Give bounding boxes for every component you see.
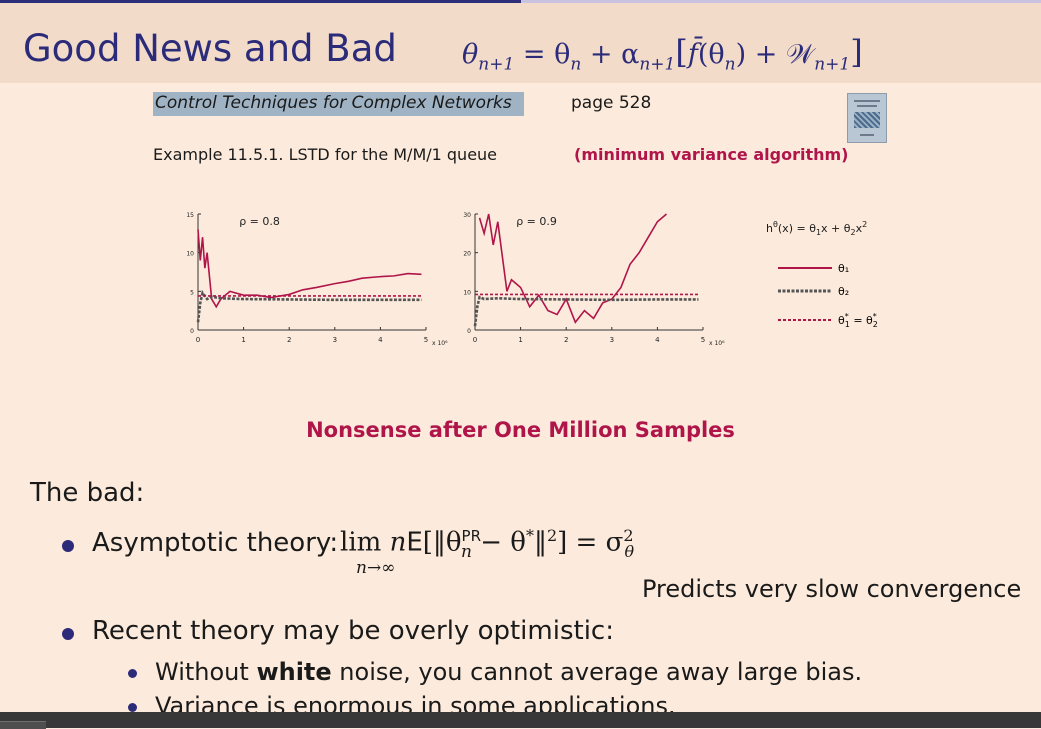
y-tick-label: 30 <box>463 212 471 219</box>
x-tick-label: 3 <box>333 336 337 344</box>
viewer-bottom-tab[interactable] <box>0 721 46 729</box>
formula-lim-under: n→∞ <box>356 558 396 578</box>
slide-title: Good News and Bad <box>23 27 397 70</box>
lstd-figure: 0 1 2 3 4 5 x 10⁶ 0 5 10 15 ρ = 0.8 0 1 2 3 4 5 x 10⁶ 0 10 2… <box>186 212 878 347</box>
legend-theta2-label: θ₂ <box>838 285 849 298</box>
x-tick-label: 5 <box>701 336 705 344</box>
white-noise-post: noise, you cannot average away large bia… <box>331 658 863 686</box>
series-line-0 <box>478 213 668 324</box>
y-tick-label: 10 <box>186 251 194 258</box>
progress-track <box>0 0 1041 3</box>
eq-bracket-close: ] <box>850 33 863 71</box>
y-tick-label: 15 <box>186 212 194 219</box>
figure-caption: Nonsense after One Million Samples <box>306 418 735 442</box>
eq-lhs: θ <box>462 39 479 70</box>
formula-minus-theta: − θ <box>471 527 526 558</box>
x-tick-label: 3 <box>610 336 614 344</box>
x-tick-label: 5 <box>424 336 428 344</box>
progress-fill <box>0 0 521 3</box>
book-cover-image <box>847 93 887 143</box>
eq-lhs-sub: n+1 <box>478 54 515 75</box>
x-tick-label: 1 <box>518 336 522 344</box>
y-tick-label: 0 <box>190 328 194 335</box>
x-tick-label: 4 <box>655 336 660 344</box>
formula-expectation: E <box>406 527 423 558</box>
series-line-1 <box>196 289 422 323</box>
formula-norm-close: ‖ <box>533 527 547 558</box>
formula-sigma-sub: θ <box>624 541 635 561</box>
eq-arg-close: ) <box>735 39 747 70</box>
sub-bullet-icon <box>128 669 137 678</box>
bullet-icon <box>62 540 74 552</box>
formula-sigma-sup: 2 <box>623 526 634 545</box>
eq-plus-alpha: + α <box>581 39 640 70</box>
asymptotic-formula: lim n→∞ nE[‖θPRn − θ*‖2] = σ2θ <box>340 526 635 578</box>
bullet-icon <box>62 628 74 640</box>
formula-pr: PR <box>461 527 482 545</box>
eq-fbar: f̄ <box>687 39 698 70</box>
formula-open: [‖θ <box>422 527 462 558</box>
legend-function: hθ(x) = θ1x + θ2x2 <box>766 220 867 237</box>
x-tick-label: 4 <box>378 336 383 344</box>
formula-star: * <box>525 526 534 545</box>
legend-theta1-label: θ₁ <box>838 262 849 275</box>
x-tick-label: 2 <box>287 336 291 344</box>
eq-equals: = θ <box>514 39 571 70</box>
eq-alpha-sub: n+1 <box>639 54 676 75</box>
chart-rho-09: 0 1 2 3 4 5 x 10⁶ 0 10 20 30 ρ = 0.9 <box>463 212 725 347</box>
eq-bracket-open: [ <box>675 33 688 71</box>
formula-n: n <box>389 527 407 558</box>
chart-title: ρ = 0.9 <box>516 215 557 228</box>
viewer-bottom-bar <box>0 712 1041 728</box>
bad-heading: The bad: <box>30 478 145 508</box>
sub-bullet-icon <box>128 703 137 712</box>
white-noise-pre: Without <box>155 658 257 686</box>
x-multiplier: x 10⁶ <box>432 340 448 347</box>
page-reference: page 528 <box>571 93 652 113</box>
x-tick-label: 0 <box>196 336 200 344</box>
header-equation: θn+1 = θn + αn+1[f̄(θn) + 𝒲n+1] <box>462 33 863 74</box>
sub-bullet-white-noise: Without white noise, you cannot average … <box>155 658 862 686</box>
slide-header: Good News and Bad θn+1 = θn + αn+1[f̄(θn… <box>0 3 1041 83</box>
eq-w-sub: n+1 <box>814 54 851 75</box>
example-note: (minimum variance algorithm) <box>574 145 849 164</box>
bullet-asymptotic-label: Asymptotic theory: <box>92 528 339 558</box>
y-tick-label: 5 <box>190 289 194 296</box>
prediction-note: Predicts very slow convergence <box>642 575 1022 603</box>
chart-rho-08: 0 1 2 3 4 5 x 10⁶ 0 5 10 15 ρ = 0.8 <box>186 212 448 347</box>
formula-square: 2 <box>546 526 558 545</box>
formula-close: ] = σ <box>557 527 624 558</box>
example-label: Example 11.5.1. LSTD for the M/M/1 queue <box>153 145 498 164</box>
eq-term-sub: n <box>570 54 582 75</box>
book-title: Control Techniques for Complex Networks <box>153 92 524 116</box>
formula-n-sub: n <box>461 541 472 562</box>
x-tick-label: 2 <box>564 336 568 344</box>
formula-lim: lim <box>340 527 382 558</box>
eq-arg-sub: n <box>724 54 736 75</box>
series-line-0 <box>197 229 422 309</box>
eq-plus-w: + 𝒲 <box>746 39 815 70</box>
series-line-1 <box>473 295 699 327</box>
y-tick-label: 20 <box>463 251 471 258</box>
legend-optimal-label: θ* 1 = θ* 2 <box>838 312 878 329</box>
white-noise-bold: white <box>256 658 332 686</box>
x-tick-label: 0 <box>473 336 477 344</box>
x-tick-label: 1 <box>241 336 245 344</box>
bullet-recent-theory: Recent theory may be overly optimistic: <box>92 616 614 646</box>
eq-arg-open: (θ <box>697 39 725 70</box>
y-tick-label: 0 <box>467 328 471 335</box>
chart-title: ρ = 0.8 <box>239 215 280 228</box>
x-multiplier: x 10⁶ <box>709 340 725 347</box>
chart-legend: hθ(x) = θ1x + θ2x2 θ₁ θ₂ θ* 1 = θ* 2 <box>766 220 878 329</box>
y-tick-label: 10 <box>463 289 471 296</box>
